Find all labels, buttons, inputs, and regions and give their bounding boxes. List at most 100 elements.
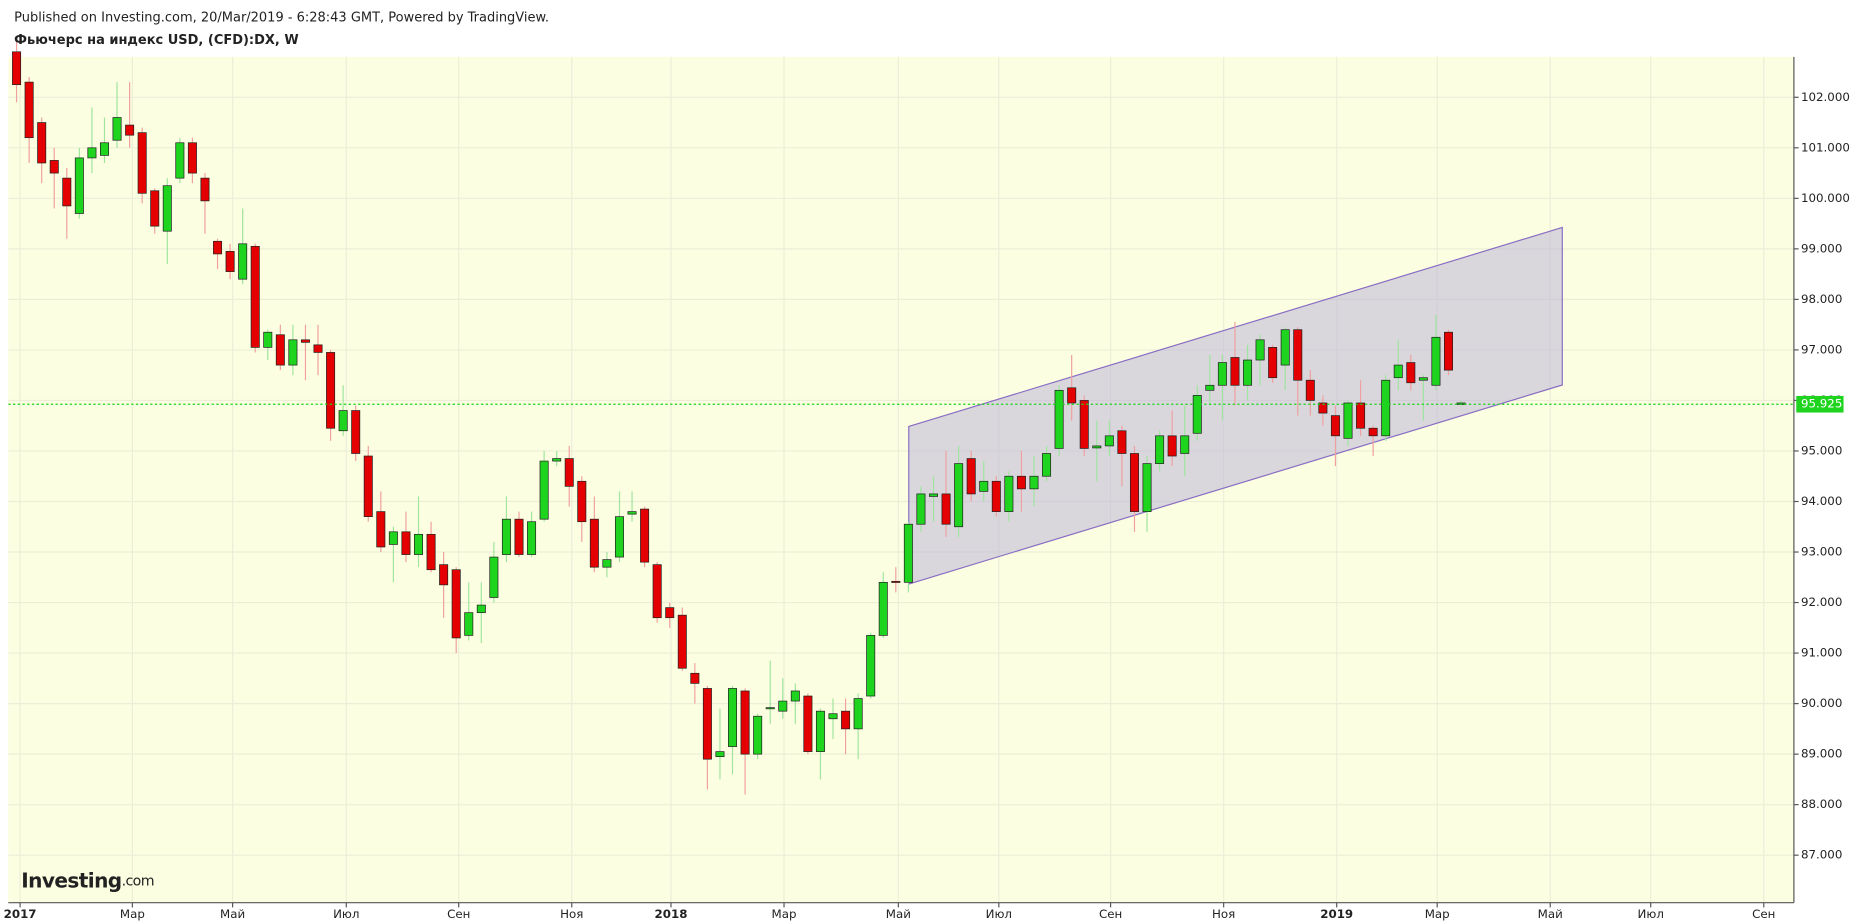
candle-body <box>790 690 800 702</box>
candle-body <box>24 81 34 139</box>
y-tick-label: 91.000 <box>1801 646 1842 660</box>
candle-body <box>1393 364 1403 379</box>
candle-body <box>1243 359 1253 386</box>
candle-body <box>1280 329 1290 366</box>
candle-body <box>464 612 474 636</box>
candles <box>8 36 1794 795</box>
candle-body <box>903 523 913 583</box>
x-tick-label: Сен <box>447 907 470 921</box>
y-tick-label: 87.000 <box>1801 848 1842 862</box>
candle-body <box>137 132 147 194</box>
candle-body <box>1318 402 1328 414</box>
candle-body <box>401 531 411 555</box>
candle-body <box>527 521 537 555</box>
candle-body <box>1443 331 1453 371</box>
candle-body <box>1079 400 1089 449</box>
y-tick-label: 100.000 <box>1801 191 1850 205</box>
candle-body <box>1167 435 1177 457</box>
candle-body <box>288 339 298 366</box>
x-tick-label: Май <box>1538 907 1563 921</box>
candle-body <box>589 518 599 568</box>
x-tick-label: Июл <box>986 907 1012 921</box>
candle-body <box>363 455 373 518</box>
x-tick-label: Мар <box>120 907 145 921</box>
candle-body <box>828 713 838 720</box>
candle-body <box>1343 402 1353 439</box>
candle-body <box>476 604 486 614</box>
candle-body <box>1406 362 1416 384</box>
candle-body <box>451 569 461 639</box>
candle-body <box>74 157 84 214</box>
candle-body <box>37 122 47 164</box>
y-tick-label: 90.000 <box>1801 696 1842 710</box>
candle-body <box>1042 453 1052 477</box>
x-tick-label: Мар <box>772 907 797 921</box>
candle-body <box>150 190 160 227</box>
candle-body <box>702 688 712 760</box>
candle-body <box>326 352 336 429</box>
candle-body <box>815 710 825 752</box>
candle-body <box>99 142 109 156</box>
last-price-label: 95.925 <box>1801 397 1842 411</box>
x-tick-label: Июл <box>1638 907 1664 921</box>
candle-body <box>690 672 700 684</box>
candle-body <box>627 511 637 515</box>
candle-body <box>250 245 260 348</box>
candle-body <box>891 580 901 583</box>
candle-body <box>439 564 449 586</box>
candle-body <box>652 564 662 619</box>
x-tick-label: Сен <box>1099 907 1122 921</box>
x-tick-label: Ноя <box>1212 907 1235 921</box>
logo: Investing.com <box>21 868 154 892</box>
candle-body <box>1305 379 1315 401</box>
candle-body <box>1381 379 1391 437</box>
candle-body <box>1155 435 1165 464</box>
plot-area <box>8 56 1794 903</box>
y-tick-label: 89.000 <box>1801 747 1842 761</box>
candle-body <box>175 142 185 179</box>
y-tick-label: 101.000 <box>1801 140 1850 154</box>
x-tick-label: Мар <box>1425 907 1450 921</box>
candle-body <box>765 707 775 710</box>
candle-body <box>125 124 135 136</box>
candle-body <box>1016 475 1026 490</box>
candle-body <box>213 240 223 255</box>
logo-name: Investing <box>21 868 121 892</box>
candle-body <box>1067 387 1077 404</box>
logo-suffix: .com <box>122 873 154 889</box>
candle-body <box>1368 427 1378 437</box>
candle-body <box>1192 395 1202 434</box>
candle-body <box>577 480 587 523</box>
candle-body <box>740 690 750 755</box>
candle-body <box>841 710 851 730</box>
y-tick-label: 94.000 <box>1801 494 1842 508</box>
candle-body <box>62 177 72 207</box>
candle-body <box>12 51 22 86</box>
candle-body <box>388 531 398 545</box>
candle-body <box>979 480 989 492</box>
candle-body <box>677 614 687 669</box>
candle-body <box>351 410 361 454</box>
candle-body <box>753 715 763 755</box>
candle-body <box>539 460 549 520</box>
y-tick-label: 98.000 <box>1801 292 1842 306</box>
candle-body <box>275 334 285 366</box>
candle-body <box>1004 475 1014 512</box>
candle-body <box>200 177 210 202</box>
candle-body <box>414 533 423 555</box>
candle-body <box>1255 339 1265 361</box>
candle-body <box>803 695 813 752</box>
candle-body <box>501 518 511 555</box>
candle-body <box>112 117 122 141</box>
candle-body <box>514 518 524 555</box>
candle-body <box>426 533 436 571</box>
candle-body <box>87 147 97 159</box>
candle-body <box>1117 430 1127 454</box>
axes: 87.000 88.000 89.000 90.000 91.000 92.000 93.0… <box>4 90 1850 921</box>
x-tick-label: Сен <box>1752 907 1775 921</box>
candle-body <box>1330 415 1340 437</box>
candle-body <box>878 581 888 636</box>
published-note: Published on Investing.com, 20/Mar/2019 … <box>14 10 549 25</box>
